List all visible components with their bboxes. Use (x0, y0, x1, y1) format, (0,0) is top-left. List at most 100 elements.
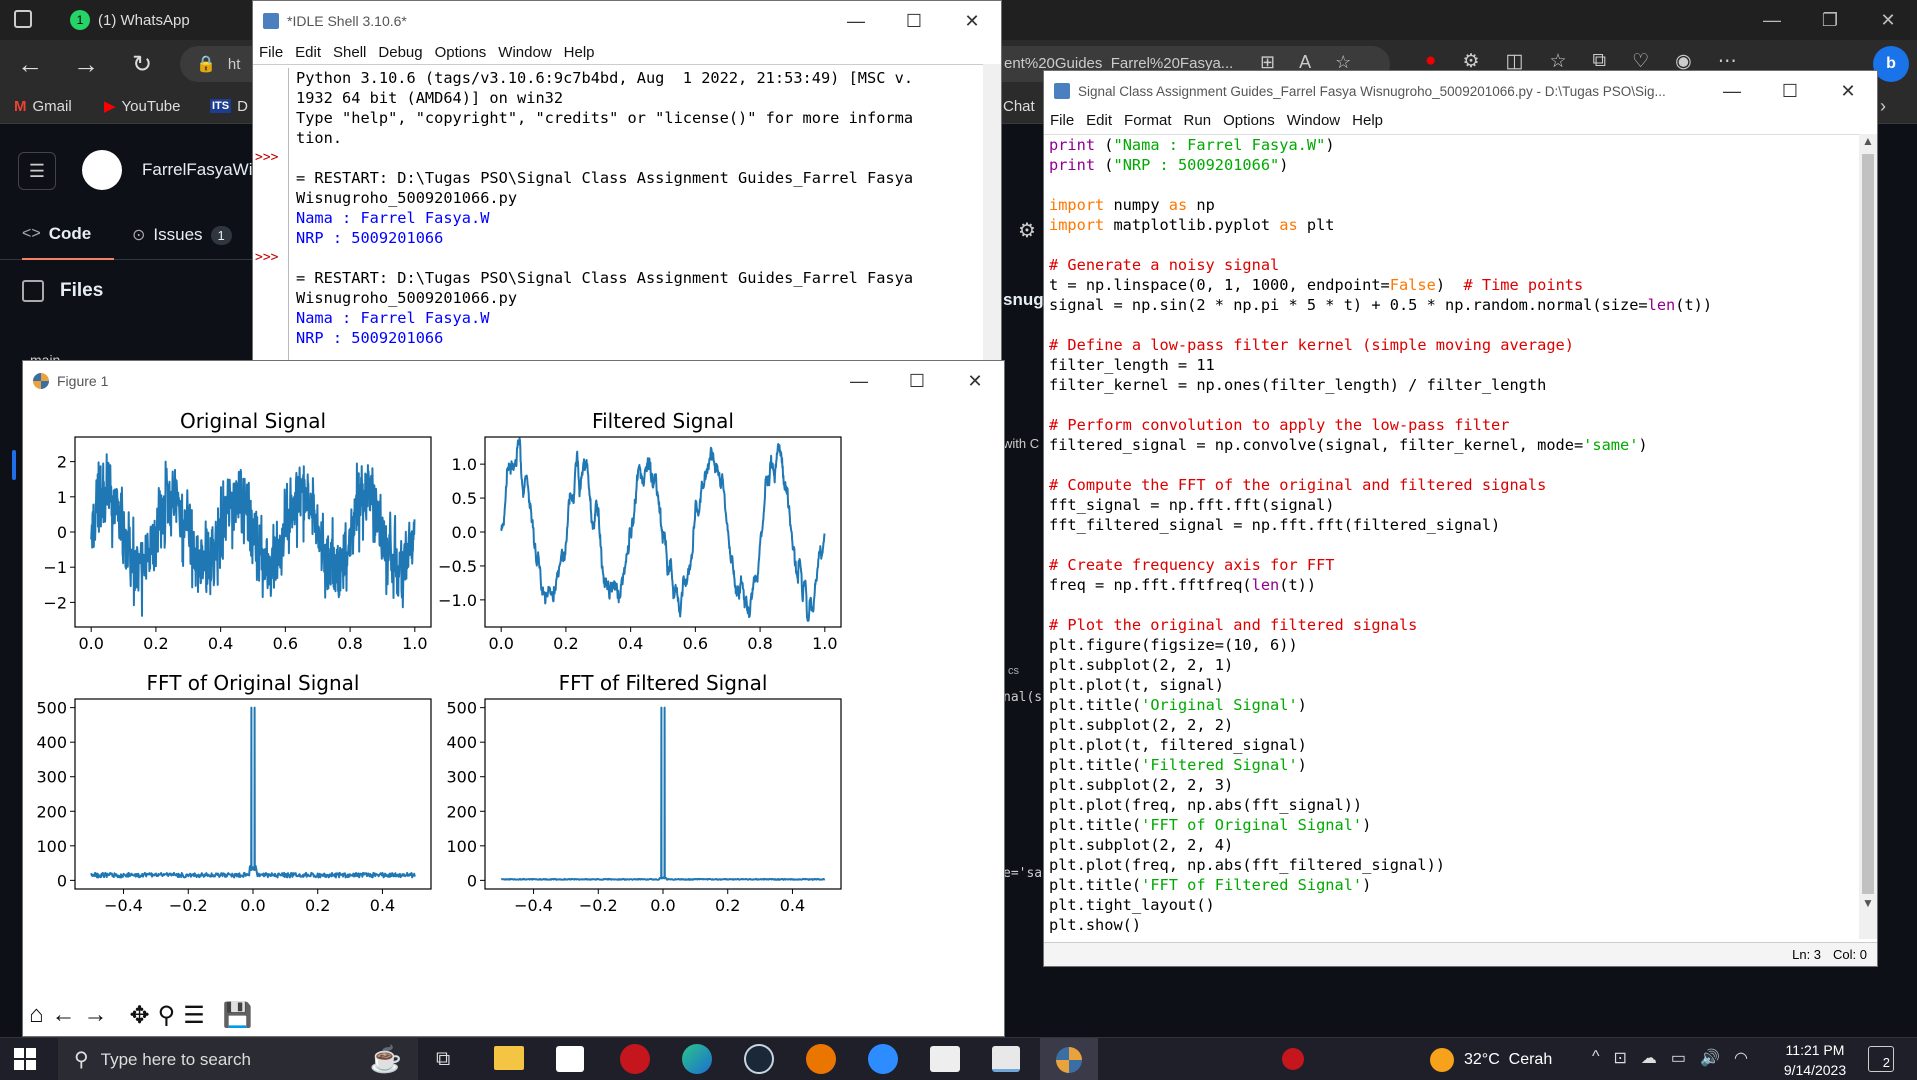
more-options-icon[interactable]: ⋯ (1717, 51, 1737, 72)
pan-icon[interactable]: ✥ (129, 1002, 150, 1029)
shell-scrollbar[interactable] (983, 64, 1001, 370)
save-icon[interactable]: 💾 (222, 1002, 253, 1029)
forward-icon[interactable]: → (83, 1001, 108, 1028)
bookmark-youtube[interactable]: ▶ YouTube (104, 97, 181, 116)
home-icon[interactable]: ⌂ (29, 1001, 44, 1028)
y-tick-label: 400 (36, 733, 67, 752)
editor-menu-file[interactable]: File (1050, 111, 1075, 129)
chevron-right-icon[interactable]: › (1880, 96, 1886, 116)
volume-icon[interactable]: 🔊 (1700, 1050, 1720, 1067)
scroll-thumb[interactable] (1862, 154, 1874, 894)
store-icon[interactable] (556, 1046, 584, 1072)
profile-avatar-icon[interactable]: ◉ (1675, 51, 1692, 72)
editor-close-icon[interactable]: ✕ (1840, 80, 1856, 101)
code-line (1049, 535, 1712, 555)
battery-icon[interactable]: ▭ (1670, 1050, 1687, 1067)
browser-tab[interactable]: 1 (1) WhatsApp (56, 0, 256, 40)
editor-scrollbar[interactable]: ▲ ▼ (1859, 134, 1877, 939)
notifications-icon[interactable]: 2 (1868, 1046, 1894, 1072)
issues-count-badge: 1 (210, 225, 232, 245)
figure-canvas[interactable]: Original Signal 0.0 0.2 0.4 0.6 0.8 1.0 −2 −1 0 1 2… (23, 401, 1005, 1001)
editor-menu-run[interactable]: Run (1183, 111, 1212, 129)
code-line: plt.title('Original Signal') (1049, 696, 1307, 714)
tab-actions-icon[interactable] (14, 10, 32, 28)
scroll-up-icon[interactable]: ▲ (1862, 134, 1874, 148)
editor-code[interactable]: print ("Nama : Farrel Fasya.W") print ("N… (1049, 135, 1712, 935)
bookmark-gmail[interactable]: M Gmail (14, 97, 72, 115)
back-icon[interactable]: ← (51, 1001, 76, 1028)
matplotlib-taskbar-icon[interactable] (1040, 1038, 1098, 1080)
app-available-icon[interactable]: ⊞ (1260, 52, 1276, 72)
github-settings-icon[interactable]: ⚙ (1018, 220, 1036, 242)
figure-close-icon[interactable]: ✕ (967, 370, 983, 391)
shell-output[interactable]: Python 3.10.6 (tags/v3.10.6:9c7b4bd, Aug… (296, 68, 913, 348)
scroll-down-icon[interactable]: ▼ (1862, 896, 1874, 910)
wifi-icon[interactable]: ◠ (1733, 1050, 1748, 1067)
steam-icon[interactable] (744, 1044, 774, 1074)
task-view-icon[interactable]: ⧉ (436, 1048, 451, 1070)
tray-red-icon[interactable] (1282, 1048, 1304, 1070)
editor-menu-options[interactable]: Options (1223, 111, 1275, 129)
figure-maximize-icon[interactable]: ☐ (908, 370, 926, 391)
shell-menu-debug[interactable]: Debug (378, 43, 423, 61)
shell-menu-help[interactable]: Help (563, 43, 595, 61)
bing-icon[interactable]: b (1873, 46, 1909, 82)
editor-menu-window[interactable]: Window (1286, 111, 1341, 129)
heart-icon[interactable]: ♡ (1632, 51, 1650, 72)
github-username[interactable]: FarrelFasyaWis (142, 160, 262, 179)
read-aloud-icon[interactable]: A (1299, 52, 1312, 72)
zoom-app-icon[interactable] (868, 1044, 898, 1074)
start-windows-icon[interactable] (14, 1048, 36, 1070)
tab-issues[interactable]: ⊙ Issues 1 (132, 210, 232, 260)
shell-menu-file[interactable]: File (259, 43, 284, 61)
code-line: plt.title('FFT of Filtered Signal') (1049, 876, 1372, 894)
refresh-icon[interactable]: ↻ (131, 50, 153, 78)
shell-menu-options[interactable]: Options (434, 43, 487, 61)
editor-minimize-icon[interactable]: — (1723, 80, 1741, 101)
split-screen-icon[interactable]: ◫ (1505, 51, 1524, 72)
tray-app-icon[interactable]: ⊡ (1613, 1050, 1627, 1067)
tray-chevron-icon[interactable]: ^ (1592, 1048, 1600, 1065)
configure-icon[interactable]: ☰ (183, 1002, 205, 1029)
editor-menu-edit[interactable]: Edit (1086, 111, 1113, 129)
browser-close-icon[interactable]: ✕ (1880, 9, 1896, 30)
edge-icon[interactable] (682, 1044, 712, 1074)
collections-icon[interactable]: ⧉ (1592, 50, 1607, 71)
davinci-icon[interactable] (930, 1046, 960, 1072)
bookmark-its[interactable]: ITS D (210, 97, 248, 115)
taskbar-search[interactable]: ⚲ Type here to search ☕ (58, 1038, 418, 1080)
file-explorer-icon[interactable] (494, 1046, 524, 1070)
figure-minimize-icon[interactable]: — (850, 370, 868, 391)
editor-maximize-icon[interactable]: ☐ (1781, 80, 1799, 101)
shell-minimize-icon[interactable]: — (847, 10, 865, 31)
tab-code[interactable]: <> Code (22, 210, 114, 260)
shell-menu-shell[interactable]: Shell (333, 43, 367, 61)
gmail-icon: M (14, 97, 27, 115)
weather-widget[interactable]: 32°C Cerah (1430, 1038, 1552, 1080)
hamburger-icon[interactable]: ☰ (18, 152, 56, 190)
shell-menu-edit[interactable]: Edit (295, 43, 322, 61)
shell-menu-window[interactable]: Window (498, 43, 552, 61)
clock[interactable]: 11:21 PM 9/14/2023 (1770, 1040, 1860, 1080)
shell-prompt (253, 308, 288, 328)
shell-close-icon[interactable]: ✕ (964, 10, 980, 31)
editor-menu-help[interactable]: Help (1352, 111, 1383, 129)
browser-minimize-icon[interactable]: — (1763, 9, 1781, 30)
editor-menu-format[interactable]: Format (1124, 111, 1172, 129)
shell-maximize-icon[interactable]: ☐ (905, 10, 923, 31)
app-red-icon[interactable] (620, 1044, 650, 1074)
favorite-icon[interactable]: ☆ (1335, 52, 1352, 72)
blender-icon[interactable] (806, 1044, 836, 1074)
extensions-icon[interactable]: ⚙ (1462, 51, 1480, 72)
back-nav-icon[interactable]: ← (17, 48, 43, 79)
onedrive-icon[interactable]: ☁ (1640, 1050, 1657, 1067)
sidebar-toggle-icon[interactable] (22, 280, 44, 302)
favorites-icon[interactable]: ☆ (1549, 51, 1567, 72)
github-logo-icon[interactable] (82, 150, 122, 190)
zoom-icon[interactable]: ⚲ (157, 1002, 176, 1029)
forward-nav-icon[interactable]: → (73, 48, 99, 79)
browser-restore-icon[interactable]: ❐ (1821, 9, 1839, 30)
idle-taskbar-icon[interactable] (992, 1046, 1020, 1072)
editor-titlebar: Signal Class Assignment Guides_Farrel Fa… (1044, 71, 1877, 111)
extension-red-icon[interactable]: ● (1425, 50, 1437, 71)
